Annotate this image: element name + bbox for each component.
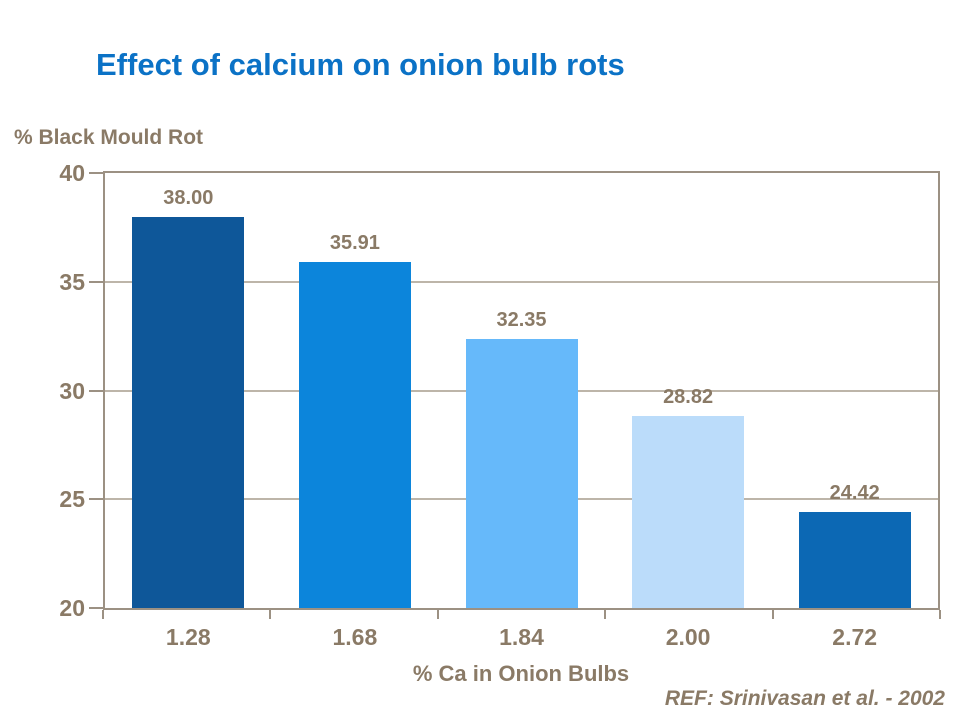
y-tick-label: 30	[59, 377, 85, 404]
y-tick-mark	[89, 172, 103, 174]
x-tick-mark	[939, 610, 941, 619]
x-axis-title: % Ca in Onion Bulbs	[412, 661, 630, 686]
bar	[298, 262, 411, 608]
x-tick-mark	[102, 610, 104, 619]
y-tick-mark	[89, 280, 103, 283]
x-tick-label: 1.28	[165, 624, 211, 650]
y-tick-label: 20	[59, 595, 85, 621]
bar-value-label: 24.42	[829, 481, 880, 504]
y-tick-mark	[89, 389, 103, 392]
chart-title: Effect of calcium on onion bulb rots	[96, 47, 625, 82]
x-tick-mark	[771, 610, 774, 619]
x-tick-mark	[269, 610, 272, 619]
y-tick-label: 40	[59, 160, 85, 186]
y-tick-label: 25	[59, 486, 85, 513]
bar-value-label: 38.00	[163, 186, 214, 209]
y-tick-mark	[89, 607, 103, 609]
bar-value-label: 32.35	[496, 309, 547, 332]
plot-area	[103, 171, 940, 610]
bar-value-label: 35.91	[329, 232, 380, 254]
x-tick-label: 1.84	[499, 624, 544, 650]
bar-value-label: 28.82	[663, 386, 714, 409]
x-tick-label: 1.68	[332, 624, 378, 650]
x-tick-mark	[604, 610, 607, 619]
x-tick-mark	[436, 610, 439, 619]
x-tick-label: 2.72	[832, 624, 878, 650]
bar	[798, 511, 911, 608]
bar	[132, 216, 245, 608]
gridline	[105, 280, 938, 283]
y-tick-label: 35	[59, 268, 85, 295]
bar	[465, 339, 578, 608]
y-tick-mark	[89, 498, 103, 501]
bar	[632, 416, 745, 608]
y-axis-title: % Black Mould Rot	[14, 126, 204, 149]
reference-note: REF: Srinivasan et al. - 2002	[664, 687, 945, 710]
x-tick-label: 2.00	[665, 624, 711, 650]
